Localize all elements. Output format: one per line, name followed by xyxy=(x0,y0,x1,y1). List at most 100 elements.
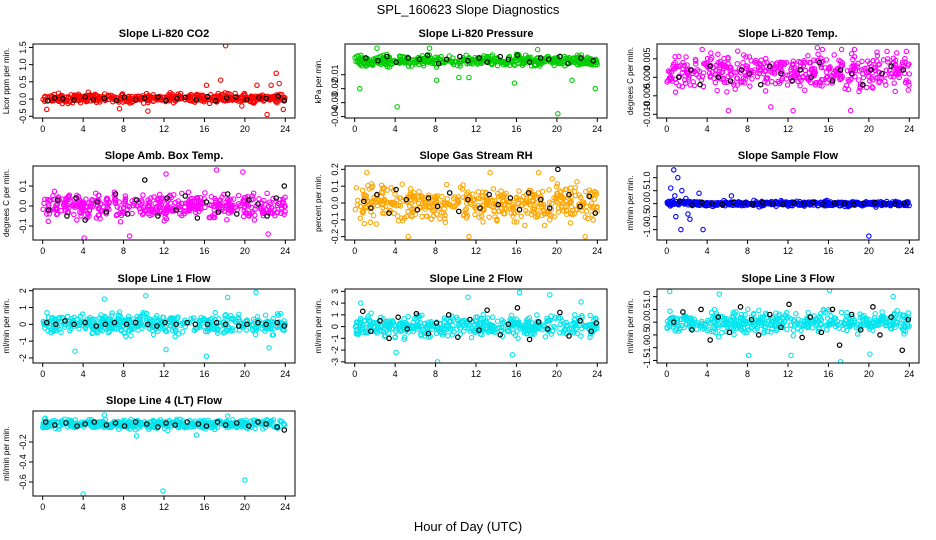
data-point xyxy=(764,59,770,66)
data-points xyxy=(352,166,600,240)
mean-point xyxy=(395,314,401,320)
mean-point xyxy=(688,67,694,73)
data-point xyxy=(41,200,47,206)
x-tick-label: 24 xyxy=(592,246,602,256)
data-point xyxy=(877,201,884,208)
data-point xyxy=(442,219,449,226)
mean-point xyxy=(274,319,281,326)
outlier-point xyxy=(555,111,561,117)
data-point xyxy=(779,198,785,205)
data-point xyxy=(48,95,55,102)
mean-point xyxy=(557,53,563,60)
mean-point xyxy=(689,327,695,333)
data-point xyxy=(725,201,731,208)
data-point xyxy=(44,309,50,316)
data-point xyxy=(410,326,416,332)
data-point xyxy=(459,186,466,192)
data-point xyxy=(357,215,364,221)
outlier-point xyxy=(374,45,380,51)
data-point xyxy=(856,68,863,74)
data-point xyxy=(849,313,855,320)
data-point xyxy=(210,214,217,220)
mean-point xyxy=(738,67,745,73)
x-tick-label: 0 xyxy=(352,246,357,256)
y-tick-label: 0.0 xyxy=(642,316,652,329)
mean-point xyxy=(435,60,442,67)
data-point xyxy=(831,52,837,58)
outlier-point xyxy=(826,289,833,294)
x-tick-label: 0 xyxy=(664,369,669,379)
data-point xyxy=(277,320,283,326)
data-point xyxy=(238,93,245,100)
mean-point xyxy=(901,200,908,206)
data-point xyxy=(891,80,897,86)
data-point xyxy=(465,189,471,195)
data-point xyxy=(709,55,715,61)
mean-point xyxy=(112,191,119,197)
data-point xyxy=(147,195,154,201)
data-point xyxy=(398,215,405,221)
data-point xyxy=(194,203,201,209)
data-point xyxy=(880,57,887,63)
data-point xyxy=(117,219,124,225)
data-point xyxy=(222,204,229,211)
mean-point xyxy=(778,324,784,331)
mean-point xyxy=(707,63,713,69)
data-point xyxy=(788,322,794,329)
data-point xyxy=(71,211,77,218)
x-tick-label: 20 xyxy=(864,369,874,379)
data-point xyxy=(66,196,72,203)
mean-point xyxy=(797,67,803,73)
data-point xyxy=(58,329,64,336)
panel-3: Slope Li-820 Temp.degrees C per min.0 4 8 1… xyxy=(626,28,920,134)
data-point xyxy=(362,204,369,211)
outlier-point xyxy=(683,195,689,202)
data-point xyxy=(128,325,134,332)
data-points xyxy=(40,289,288,360)
mean-point xyxy=(45,207,52,213)
data-point xyxy=(713,323,720,329)
data-point xyxy=(401,334,408,340)
data-point xyxy=(500,325,507,331)
data-point xyxy=(378,314,384,321)
y-tick-label: -1.0 xyxy=(642,222,652,238)
mean-point xyxy=(53,321,59,328)
mean-point xyxy=(456,208,462,215)
y-axis-label: ml/min per min. xyxy=(314,299,323,354)
y-tick-label: 1.5 xyxy=(18,41,28,54)
mean-point xyxy=(103,209,110,215)
data-point xyxy=(825,306,832,313)
x-tick-label: 24 xyxy=(904,369,914,379)
data-point xyxy=(905,79,912,85)
data-point xyxy=(427,55,433,62)
data-point xyxy=(875,74,881,81)
data-point xyxy=(445,325,451,331)
data-point xyxy=(230,196,237,202)
mean-point xyxy=(535,319,542,325)
data-point xyxy=(360,329,367,336)
outlier-point xyxy=(837,358,844,363)
x-tick-label: 12 xyxy=(159,369,169,379)
data-point xyxy=(194,205,200,211)
data-point xyxy=(150,323,157,329)
x-tick-label: 16 xyxy=(823,369,833,379)
data-point xyxy=(269,332,276,338)
mean-point xyxy=(445,312,452,318)
data-point xyxy=(455,194,461,200)
data-point xyxy=(532,62,538,69)
mean-point xyxy=(113,97,120,104)
x-tick-label: 24 xyxy=(280,369,290,379)
data-point xyxy=(407,325,414,331)
data-point xyxy=(202,94,208,100)
data-point xyxy=(530,324,537,331)
mean-point xyxy=(222,321,229,328)
data-point xyxy=(427,204,434,211)
mean-point xyxy=(537,196,544,203)
x-tick-label: 8 xyxy=(433,246,438,256)
x-tick-label: 8 xyxy=(121,124,126,134)
data-point xyxy=(186,205,193,212)
mean-point xyxy=(719,201,726,208)
data-point xyxy=(449,322,456,329)
